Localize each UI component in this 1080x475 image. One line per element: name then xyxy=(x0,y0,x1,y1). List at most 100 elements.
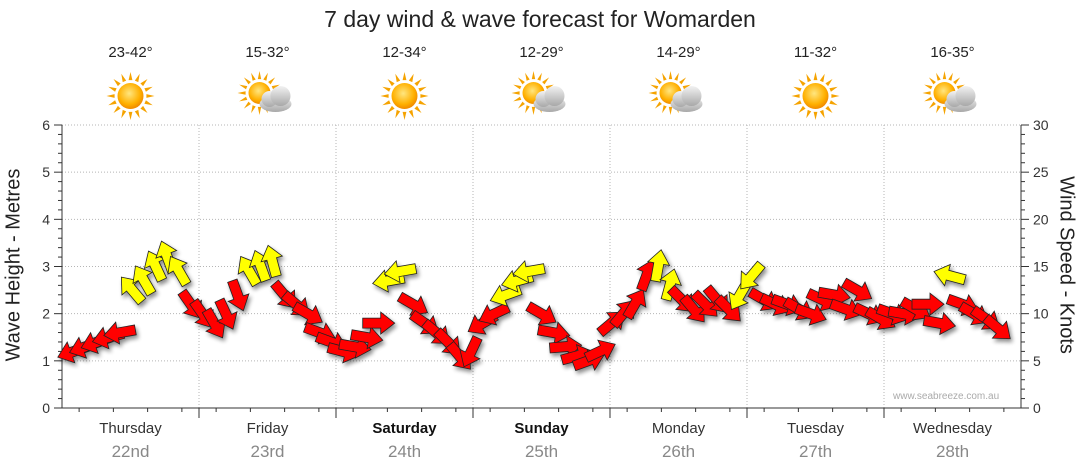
wind-arrow xyxy=(512,260,546,284)
sun-ray xyxy=(108,100,117,106)
wind-arrow-shape xyxy=(659,268,682,302)
sun-ray xyxy=(648,91,657,95)
sun-ray xyxy=(239,84,248,90)
sun-ray xyxy=(531,71,536,80)
sun-ray xyxy=(113,105,121,113)
sun-ray xyxy=(525,105,530,114)
sun-ray xyxy=(813,111,818,120)
sun-ray xyxy=(798,79,806,87)
sun-ray xyxy=(928,101,936,109)
temperature-range-label: 14-29° xyxy=(656,44,701,61)
sun-ray xyxy=(806,73,812,83)
wind-arrow xyxy=(583,339,616,363)
sun-ray xyxy=(942,106,947,115)
sun-ray xyxy=(829,100,838,106)
sun-ray xyxy=(144,100,153,106)
sun-ray xyxy=(674,72,679,81)
wind-arrow-shape xyxy=(828,298,862,321)
sun-ray xyxy=(418,86,427,92)
sun-ray xyxy=(806,109,812,119)
sun-ray xyxy=(140,79,148,87)
cloud-part xyxy=(270,86,291,106)
wind-arrow xyxy=(103,321,137,345)
sun-ray xyxy=(798,105,806,113)
sun-ray xyxy=(517,77,525,85)
sun-ray xyxy=(650,84,659,90)
sun-ray xyxy=(511,91,520,95)
sun-ray xyxy=(257,71,262,80)
wind-arrow-shape xyxy=(214,297,238,330)
temperature-range-label: 16-35° xyxy=(930,44,975,61)
site-credit: www.seabreeze.com.au xyxy=(893,391,1000,402)
sun-ray xyxy=(793,100,802,106)
sun-ray xyxy=(813,72,818,81)
sun-ray xyxy=(128,72,133,81)
sun-ray xyxy=(395,109,401,119)
temperature-range-label: 23-42° xyxy=(108,44,153,61)
wind-arrow-shape xyxy=(291,301,323,326)
wind-arrow xyxy=(120,276,147,306)
day-date-label: 24th xyxy=(387,442,422,461)
sun-ray xyxy=(146,94,155,98)
wind-arrow xyxy=(933,263,967,287)
sun-ray xyxy=(793,86,802,92)
wind-arrow-shape xyxy=(981,313,1011,340)
y-left-tick-label: 4 xyxy=(42,211,50,227)
sun-ray xyxy=(956,84,965,90)
day-date-label: 22nd xyxy=(111,442,150,461)
wind-arrow-shape xyxy=(459,335,483,368)
y-right-tick-label: 15 xyxy=(1033,259,1049,275)
sun-ray xyxy=(662,105,667,114)
wind-arrow-shape xyxy=(103,321,137,345)
wind-arrow xyxy=(740,260,766,290)
y-right-tick-label: 5 xyxy=(1033,353,1041,369)
sun-ray xyxy=(668,106,673,115)
sun-ray xyxy=(679,77,687,85)
cloud-icon xyxy=(533,86,566,112)
cloud-part xyxy=(955,86,976,106)
wind-arrow-shape xyxy=(740,260,766,290)
wind-arrow xyxy=(143,250,168,283)
wind-arrow xyxy=(260,244,284,279)
wind-arrow-shape xyxy=(793,303,827,326)
sun-ray xyxy=(654,77,662,85)
day-name-label: Tuesday xyxy=(787,420,844,437)
sun-icon xyxy=(106,72,155,120)
sun-ray xyxy=(251,105,256,114)
sun-ray xyxy=(537,72,542,81)
day-date-label: 23rd xyxy=(250,442,285,461)
sun-ray xyxy=(263,72,268,81)
sun-ray xyxy=(650,96,659,102)
sun-ray xyxy=(542,77,550,85)
sun-ray xyxy=(106,94,115,98)
sun-ray xyxy=(380,94,389,98)
sun-ray xyxy=(395,73,401,83)
sun-ray xyxy=(668,71,673,80)
cloud-icon xyxy=(670,86,703,112)
temperature-range-label: 15-32° xyxy=(245,44,290,61)
sun-ray xyxy=(654,101,662,109)
sun-ray xyxy=(113,79,121,87)
wind-arrow-shape xyxy=(132,265,157,297)
wind-arrow xyxy=(536,321,571,345)
sun-ray xyxy=(924,96,933,102)
sun-ray xyxy=(382,86,391,92)
sun-ray xyxy=(108,86,117,92)
y-right-tick-label: 10 xyxy=(1033,306,1049,322)
sun-ray xyxy=(513,84,522,90)
sun-ray xyxy=(251,72,256,81)
day-name-label: Friday xyxy=(246,420,289,437)
wind-arrow xyxy=(679,293,705,323)
sun-ray xyxy=(936,72,941,81)
wind-arrow xyxy=(291,301,323,326)
wind-arrow-shape xyxy=(227,278,250,312)
y-left-tick-label: 5 xyxy=(42,164,50,180)
y-right-tick-label: 20 xyxy=(1033,211,1049,227)
sun-disc xyxy=(117,83,144,109)
y-left-tick-label: 2 xyxy=(42,306,50,322)
y-left-tick-label: 3 xyxy=(42,259,50,275)
wind-arrow-shape xyxy=(525,301,557,326)
sun-ray xyxy=(545,84,554,90)
cloud-part xyxy=(544,86,565,106)
wind-arrow-shape xyxy=(383,260,418,284)
